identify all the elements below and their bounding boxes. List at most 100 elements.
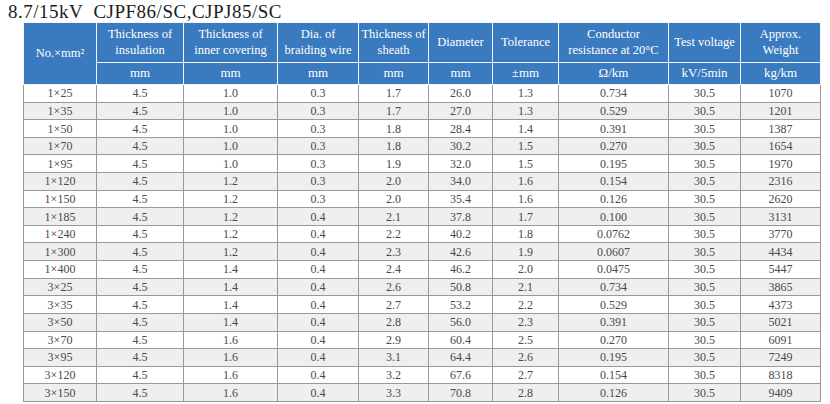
cell: 4.5	[97, 173, 184, 191]
cell: 0.3	[278, 120, 359, 138]
cell: 0.529	[559, 102, 669, 120]
cell: 0.3	[278, 102, 359, 120]
cell: 2.2	[359, 225, 429, 243]
cell: 4.5	[97, 102, 184, 120]
cell: 7249	[741, 349, 821, 367]
cell: 1.9	[493, 243, 559, 261]
cell: 2316	[741, 173, 821, 191]
cell: 3770	[741, 225, 821, 243]
unit-sheath: mm	[359, 63, 429, 85]
cell: 4.5	[97, 366, 184, 384]
cell: 0.154	[559, 366, 669, 384]
cell: 2.0	[493, 261, 559, 279]
cell: 1.0	[184, 85, 278, 103]
table-row: 3×954.51.60.43.164.42.60.19530.57249	[24, 349, 821, 367]
cell: 0.154	[559, 173, 669, 191]
cell: 4.5	[97, 349, 184, 367]
unit-inner-covering: mm	[184, 63, 278, 85]
table-row: 1×954.51.00.31.932.01.50.19530.51970	[24, 155, 821, 173]
cell: 50.8	[429, 278, 493, 296]
cell: 35.4	[429, 190, 493, 208]
cell: 1×25	[24, 85, 97, 103]
cell: 1201	[741, 102, 821, 120]
cell: 1.3	[493, 85, 559, 103]
cell: 34.0	[429, 173, 493, 191]
cell: 46.2	[429, 261, 493, 279]
table-row: 1×1854.51.20.42.137.81.70.10030.53131	[24, 208, 821, 226]
cell: 4.5	[97, 296, 184, 314]
table-row: 1×254.51.00.31.726.01.30.73430.51070	[24, 85, 821, 103]
table-row: 3×504.51.40.42.856.02.30.39130.55021	[24, 313, 821, 331]
table-row: 3×354.51.40.42.753.22.20.52930.54373	[24, 296, 821, 314]
cell: 4.5	[97, 190, 184, 208]
cell: 3×70	[24, 331, 97, 349]
cell: 3131	[741, 208, 821, 226]
cell: 0.529	[559, 296, 669, 314]
cell: 1.9	[359, 155, 429, 173]
cell: 1.2	[184, 225, 278, 243]
cell: 0.4	[278, 366, 359, 384]
cell: 1.8	[359, 120, 429, 138]
cell: 30.5	[669, 384, 741, 402]
table-row: 1×1504.51.20.32.035.41.60.12630.52620	[24, 190, 821, 208]
cell: 30.5	[669, 85, 741, 103]
cell: 27.0	[429, 102, 493, 120]
cell: 0.3	[278, 155, 359, 173]
cell: 4.5	[97, 331, 184, 349]
cell: 1.6	[493, 190, 559, 208]
header-unit-row: mm mm mm mm mm ±mm Ω/km kV/5min kg/km	[24, 63, 821, 85]
cell: 53.2	[429, 296, 493, 314]
cell: 1×50	[24, 120, 97, 138]
cell: 1×185	[24, 208, 97, 226]
table-row: 1×4004.51.40.42.446.22.00.047530.55447	[24, 261, 821, 279]
cell: 30.5	[669, 190, 741, 208]
cable-spec-table: No.×mm² Thickness of insulation Thicknes…	[23, 22, 821, 402]
cell: 1×400	[24, 261, 97, 279]
cell: 2.5	[493, 331, 559, 349]
cell: 2.0	[359, 173, 429, 191]
column-header-diameter: Diameter	[429, 23, 493, 63]
cell: 1×120	[24, 173, 97, 191]
cell: 0.270	[559, 137, 669, 155]
cell: 4.5	[97, 137, 184, 155]
cell: 4.5	[97, 225, 184, 243]
cell: 6091	[741, 331, 821, 349]
cell: 4.5	[97, 278, 184, 296]
cell: 2.9	[359, 331, 429, 349]
cell: 2.1	[359, 208, 429, 226]
cell: 2.8	[359, 313, 429, 331]
cell: 60.4	[429, 331, 493, 349]
cell: 0.4	[278, 384, 359, 402]
cell: 0.3	[278, 190, 359, 208]
cell: 8318	[741, 366, 821, 384]
cell: 26.0	[429, 85, 493, 103]
column-header-insulation: Thickness of insulation	[97, 23, 184, 63]
cell: 1×95	[24, 155, 97, 173]
cell: 1.6	[493, 173, 559, 191]
cell: 0.4	[278, 278, 359, 296]
cell: 42.6	[429, 243, 493, 261]
cell: 2.6	[359, 278, 429, 296]
cell: 1.4	[493, 120, 559, 138]
cell: 4.5	[97, 208, 184, 226]
cell: 1×150	[24, 190, 97, 208]
unit-braiding-wire: mm	[278, 63, 359, 85]
table-row: 1×1204.51.20.32.034.01.60.15430.52316	[24, 173, 821, 191]
table-row: 3×254.51.40.42.650.82.10.73430.53865	[24, 278, 821, 296]
cell: 0.4	[278, 243, 359, 261]
cell: 1×35	[24, 102, 97, 120]
cell: 1.8	[359, 137, 429, 155]
cell: 1.0	[184, 102, 278, 120]
cell: 3865	[741, 278, 821, 296]
cell: 2.0	[359, 190, 429, 208]
column-header-weight: Approx. Weight	[741, 23, 821, 63]
cell: 0.3	[278, 173, 359, 191]
cell: 30.5	[669, 313, 741, 331]
cell: 30.2	[429, 137, 493, 155]
cell: 1×300	[24, 243, 97, 261]
table-body: 1×254.51.00.31.726.01.30.73430.510701×35…	[24, 85, 821, 402]
cell: 2620	[741, 190, 821, 208]
cell: 3×35	[24, 296, 97, 314]
cell: 30.5	[669, 173, 741, 191]
cell: 1.6	[184, 331, 278, 349]
